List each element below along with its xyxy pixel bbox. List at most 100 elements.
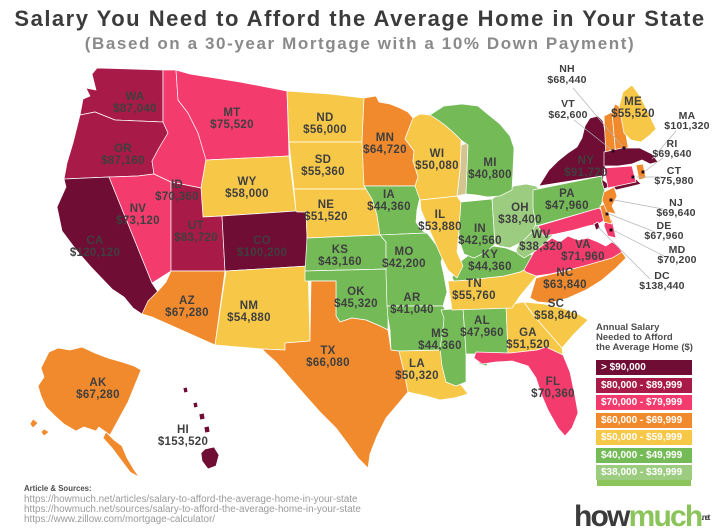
svg-text:AK: AK: [89, 377, 107, 389]
svg-text:ID: ID: [171, 179, 183, 191]
svg-text:WI: WI: [430, 148, 445, 160]
svg-text:$38,400: $38,400: [498, 214, 542, 226]
svg-text:NY: NY: [578, 155, 595, 167]
svg-text:$120,120: $120,120: [70, 247, 120, 259]
svg-text:$68,440: $68,440: [547, 74, 586, 86]
svg-text:$69,640: $69,640: [652, 148, 691, 160]
svg-text:$45,320: $45,320: [334, 298, 378, 310]
svg-text:TX: TX: [320, 345, 335, 357]
svg-text:$87,160: $87,160: [101, 155, 145, 167]
svg-text:$87,040: $87,040: [113, 103, 157, 115]
svg-text:SC: SC: [548, 298, 565, 310]
svg-text:DE: DE: [657, 220, 672, 232]
svg-text:$64,720: $64,720: [363, 144, 407, 156]
svg-text:$51,520: $51,520: [506, 339, 550, 351]
svg-text:$73,120: $73,120: [116, 215, 160, 227]
svg-text:NH: NH: [559, 63, 575, 75]
svg-text:IN: IN: [474, 223, 486, 235]
svg-text:$71,960: $71,960: [561, 251, 605, 263]
svg-text:OK: OK: [347, 286, 365, 298]
svg-text:$101,320: $101,320: [664, 120, 709, 132]
svg-text:FL: FL: [546, 376, 561, 388]
svg-text:$63,840: $63,840: [543, 279, 587, 291]
svg-text:$40,800: $40,800: [468, 169, 512, 181]
svg-text:$67,960: $67,960: [644, 230, 683, 242]
svg-text:WY: WY: [237, 176, 256, 188]
svg-text:$50,320: $50,320: [395, 370, 439, 382]
svg-text:AL: AL: [474, 315, 490, 327]
svg-text:$38,320: $38,320: [519, 241, 563, 253]
svg-text:PA: PA: [559, 188, 575, 200]
svg-text:$42,200: $42,200: [382, 258, 426, 270]
svg-text:CO: CO: [253, 235, 271, 247]
svg-text:MN: MN: [376, 132, 395, 144]
svg-text:LA: LA: [409, 358, 425, 370]
svg-text:AZ: AZ: [179, 295, 195, 307]
svg-text:NJ: NJ: [669, 197, 683, 209]
svg-text:$70,360: $70,360: [531, 388, 575, 400]
svg-text:$44,360: $44,360: [418, 340, 462, 352]
svg-text:IA: IA: [383, 189, 395, 201]
svg-text:WV: WV: [531, 229, 550, 241]
svg-text:$41,040: $41,040: [390, 304, 434, 316]
svg-text:$70,200: $70,200: [657, 254, 696, 266]
svg-text:$58,000: $58,000: [225, 188, 269, 200]
svg-text:$58,840: $58,840: [534, 310, 578, 322]
svg-text:$69,640: $69,640: [656, 207, 695, 219]
svg-text:OH: OH: [511, 202, 529, 214]
svg-text:NV: NV: [130, 203, 147, 215]
svg-text:$51,520: $51,520: [304, 211, 348, 223]
svg-text:$55,760: $55,760: [452, 290, 496, 302]
svg-text:NC: NC: [556, 267, 573, 279]
svg-text:$62,600: $62,600: [548, 109, 587, 121]
svg-text:$47,960: $47,960: [460, 327, 504, 339]
svg-text:RI: RI: [667, 138, 678, 150]
svg-text:MA: MA: [679, 110, 696, 122]
svg-text:$56,000: $56,000: [303, 124, 347, 136]
svg-text:CT: CT: [667, 165, 682, 177]
svg-text:$75,520: $75,520: [210, 119, 254, 131]
svg-text:TN: TN: [466, 278, 482, 290]
svg-text:VT: VT: [561, 98, 575, 110]
svg-text:$53,880: $53,880: [418, 221, 462, 233]
svg-text:$44,360: $44,360: [468, 261, 512, 273]
svg-text:$42,560: $42,560: [458, 235, 502, 247]
svg-text:MO: MO: [394, 246, 413, 258]
svg-text:DC: DC: [654, 270, 670, 282]
svg-text:$66,080: $66,080: [306, 357, 350, 369]
svg-text:$50,080: $50,080: [415, 160, 459, 172]
svg-text:HI: HI: [177, 424, 189, 436]
svg-text:$100,200: $100,200: [237, 247, 287, 259]
svg-text:$47,960: $47,960: [545, 200, 589, 212]
svg-text:WA: WA: [125, 91, 144, 103]
svg-text:AR: AR: [403, 292, 421, 304]
svg-text:GA: GA: [519, 327, 537, 339]
svg-text:$153,520: $153,520: [158, 436, 208, 448]
svg-text:$67,280: $67,280: [165, 307, 209, 319]
svg-text:VA: VA: [575, 239, 591, 251]
svg-text:$54,880: $54,880: [227, 312, 271, 324]
svg-text:$70,360: $70,360: [155, 191, 199, 203]
svg-text:MI: MI: [483, 157, 496, 169]
svg-text:$83,720: $83,720: [174, 232, 218, 244]
svg-text:CA: CA: [86, 235, 103, 247]
svg-text:$44,360: $44,360: [367, 201, 411, 213]
svg-text:NE: NE: [318, 199, 335, 211]
svg-text:$91,720: $91,720: [564, 167, 608, 179]
svg-text:ME: ME: [624, 96, 642, 108]
svg-text:MD: MD: [669, 244, 686, 256]
svg-text:$67,280: $67,280: [76, 389, 120, 401]
svg-text:$138,440: $138,440: [639, 280, 684, 292]
svg-text:OR: OR: [114, 143, 132, 155]
svg-text:$55,520: $55,520: [611, 108, 655, 120]
svg-text:KS: KS: [332, 244, 349, 256]
svg-text:$55,360: $55,360: [301, 166, 345, 178]
svg-text:KY: KY: [482, 249, 499, 261]
svg-text:MS: MS: [431, 328, 449, 340]
svg-text:ND: ND: [316, 112, 333, 124]
svg-text:IL: IL: [435, 209, 446, 221]
svg-text:UT: UT: [188, 220, 204, 232]
svg-text:$43,160: $43,160: [318, 256, 362, 268]
svg-text:SD: SD: [315, 154, 332, 166]
svg-text:NM: NM: [240, 300, 259, 312]
